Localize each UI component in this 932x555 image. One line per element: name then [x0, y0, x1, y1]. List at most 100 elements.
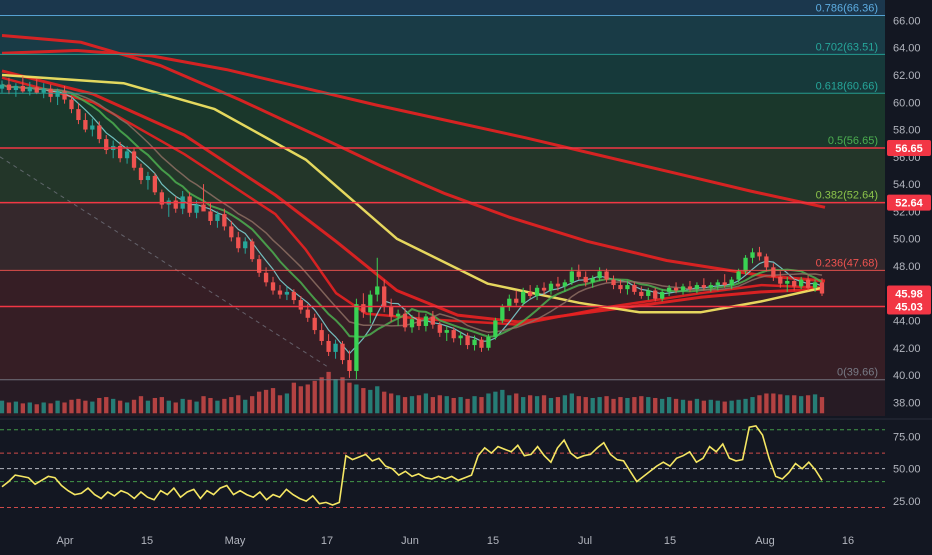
candle-body	[423, 316, 429, 326]
candle-body	[562, 282, 568, 287]
volume-bar	[673, 398, 679, 414]
volume-bar	[792, 395, 797, 414]
volume-bar	[243, 399, 248, 414]
time-axis-tick: Aug	[755, 535, 775, 547]
time-axis-tick: 15	[141, 535, 153, 547]
volume-bar	[354, 384, 359, 414]
candle-body	[653, 290, 658, 299]
candle-body	[597, 271, 602, 279]
candle-body	[250, 241, 255, 260]
volume-bar	[451, 397, 456, 414]
candle-body	[76, 109, 81, 121]
rsi-axis-tick: 75.00	[893, 431, 921, 443]
volume-bar	[486, 393, 491, 414]
candle-body	[694, 285, 700, 290]
volume-bar	[472, 396, 477, 414]
volume-bar	[117, 400, 123, 414]
moving-average-line	[1, 49, 826, 209]
price-badge-label: 45.03	[895, 301, 923, 313]
volume-bar	[361, 388, 366, 414]
candle-body	[375, 286, 380, 295]
candle-body	[632, 285, 637, 292]
candle-body	[548, 283, 554, 291]
candle-body	[13, 85, 19, 91]
candle-body	[145, 175, 151, 181]
volume-bar	[41, 402, 46, 414]
candle-body	[243, 241, 248, 249]
candle-body	[104, 139, 109, 151]
volume-bar	[90, 401, 95, 414]
candle-body	[555, 283, 561, 287]
candle-body	[236, 237, 241, 249]
candle-body	[159, 192, 164, 205]
candle-body	[750, 252, 755, 258]
volume-bar	[729, 400, 734, 414]
volume-bar	[375, 386, 380, 414]
candle-body	[368, 294, 373, 313]
candle-body	[409, 319, 415, 328]
volume-bar	[507, 395, 512, 414]
volume-bar	[368, 389, 373, 414]
time-axis-tick: Jul	[578, 535, 592, 547]
candle-body	[83, 120, 88, 130]
candle-body	[736, 271, 741, 280]
candle-body	[62, 91, 67, 100]
volume-bar	[34, 404, 39, 414]
volume-bar	[694, 398, 700, 414]
time-axis-tick: Jun	[401, 535, 419, 547]
price-badge	[887, 285, 931, 302]
price-badge-label: 56.65	[895, 143, 923, 155]
volume-bar	[437, 395, 442, 414]
candle-body	[673, 287, 679, 291]
volume-bar	[778, 394, 783, 414]
time-axis-tick: Apr	[56, 535, 73, 547]
candle-body	[131, 151, 137, 168]
volume-bar	[263, 389, 269, 414]
candle-body	[194, 204, 199, 213]
volume-bar	[687, 400, 693, 414]
candle-body	[569, 271, 574, 283]
volume-bar	[576, 396, 581, 414]
volume-bar	[416, 395, 422, 414]
volume-bar	[750, 397, 755, 414]
volume-bar	[284, 393, 290, 414]
volume-bar	[13, 401, 19, 414]
price-badge	[887, 298, 931, 315]
volume-bar	[597, 397, 602, 414]
candle-body	[340, 343, 345, 361]
candle-body	[270, 282, 276, 291]
volume-bar	[771, 393, 776, 414]
candle-body	[347, 360, 352, 371]
candle-body	[354, 304, 359, 371]
price-axis-tick: 60.00	[893, 97, 921, 109]
candle-body	[771, 267, 776, 277]
candle-body	[493, 320, 498, 337]
volume-bar	[583, 397, 588, 414]
candle-body	[486, 336, 491, 348]
volume-bar	[409, 396, 415, 414]
price-axis-tick: 64.00	[893, 43, 921, 55]
candle-body	[20, 85, 26, 92]
volume-bar	[48, 403, 53, 414]
volume-bar	[319, 377, 324, 414]
volume-bar	[819, 397, 825, 414]
volume-bar	[305, 384, 310, 414]
time-axis-tick: 15	[487, 535, 499, 547]
trend-line	[0, 156, 331, 369]
candle-body	[388, 306, 394, 317]
candle-body	[382, 286, 387, 307]
volume-bar	[0, 400, 5, 414]
volume-bar	[166, 400, 171, 414]
volume-bar	[180, 398, 185, 414]
candle-body	[208, 211, 213, 221]
candle-body	[812, 282, 818, 288]
volume-bar	[680, 399, 686, 414]
candle-body	[173, 200, 178, 209]
candle-body	[819, 282, 825, 294]
volume-bar	[104, 397, 109, 414]
volume-bar	[201, 396, 206, 414]
candle-body	[0, 84, 5, 89]
volume-bar	[138, 396, 144, 414]
